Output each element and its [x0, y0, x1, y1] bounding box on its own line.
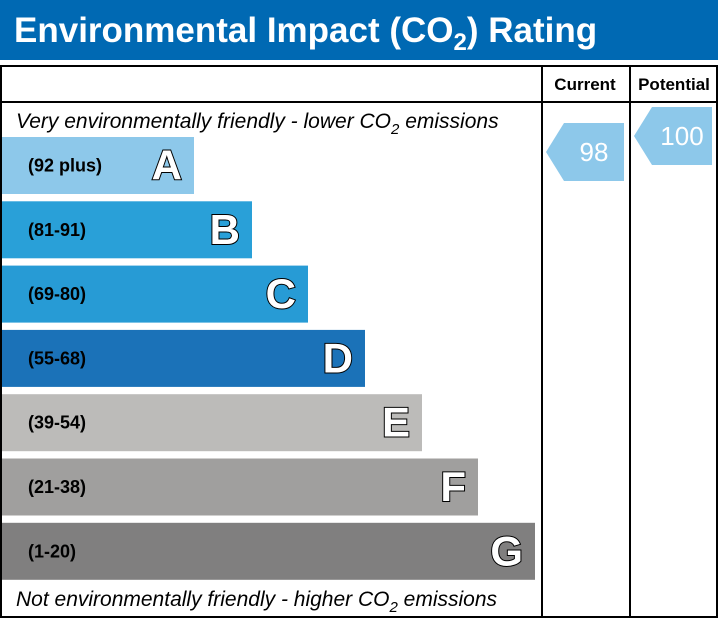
header-bar: [0, 0, 718, 60]
potential-rating-marker: [634, 107, 712, 165]
band-letter-g: G: [490, 527, 523, 574]
band-letter-c: C: [266, 270, 296, 317]
chart-title: Environmental Impact (CO2) Rating: [14, 11, 597, 56]
rating-bands: (92 plus) A (81-91) B (69-80) C (55-68) D (39-54…: [2, 137, 535, 580]
band-letter-b: B: [210, 206, 240, 253]
band-bar-g: [2, 522, 535, 580]
potential-rating-value: 100: [660, 121, 703, 151]
top-note: Very environmentally friendly - lower CO…: [16, 110, 499, 138]
rating-frame: [0, 65, 718, 618]
band-range-g: (1-20): [28, 541, 76, 561]
rating-markers: 98 100: [546, 107, 712, 181]
band-range-b: (81-91): [28, 220, 86, 240]
band-letter-d: D: [323, 334, 353, 381]
band-range-d: (55-68): [28, 348, 86, 368]
band-letter-a: A: [152, 142, 182, 189]
band-bar-f: [2, 458, 478, 516]
current-rating-marker: [546, 123, 624, 181]
band-range-c: (69-80): [28, 284, 86, 304]
band-letter-e: E: [382, 399, 410, 446]
band-range-a: (92 plus): [28, 156, 102, 176]
band-bar-a: [2, 137, 194, 194]
bottom-note: Not environmentally friendly - higher CO…: [16, 588, 498, 616]
current-column-header: Current: [554, 75, 616, 94]
band-range-e: (39-54): [28, 413, 86, 433]
band-letter-f: F: [440, 463, 466, 510]
current-rating-value: 98: [580, 137, 609, 167]
band-bar-e: [2, 394, 422, 452]
band-bar-c: [2, 265, 308, 323]
potential-column-header: Potential: [638, 75, 710, 94]
band-bar-d: [2, 329, 365, 387]
band-range-f: (21-38): [28, 477, 86, 497]
band-bar-b: [2, 201, 252, 259]
